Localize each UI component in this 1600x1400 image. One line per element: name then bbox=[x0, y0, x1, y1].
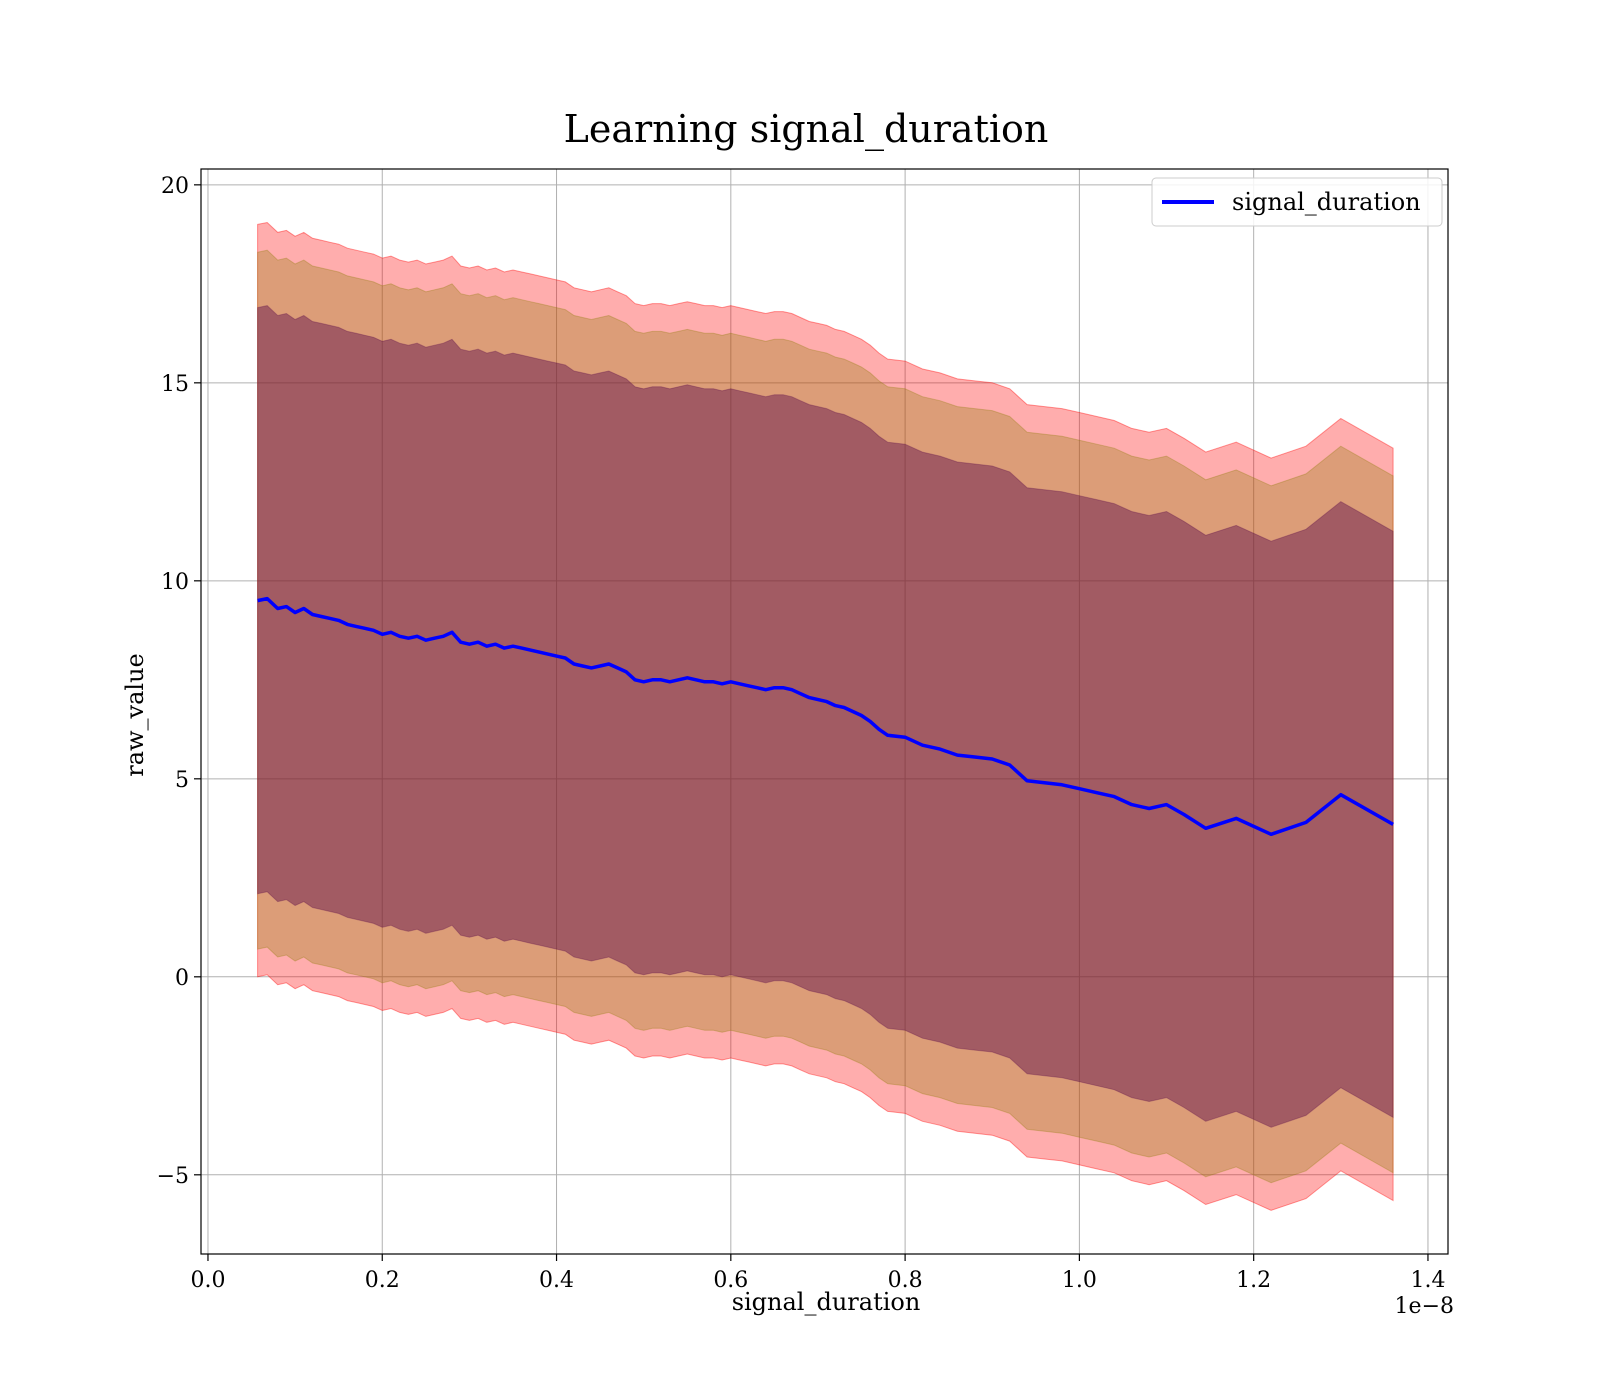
y-tick-label: 10 bbox=[161, 570, 189, 595]
series-layer bbox=[257, 596, 1394, 837]
band-inner bbox=[257, 305, 1394, 1128]
x-tick-label: 0.2 bbox=[365, 1268, 400, 1293]
x-axis-ticks: 0.0 0.2 0.4 0.6 0.8 1.0 1.2 1.4 bbox=[190, 1254, 1445, 1293]
x-axis-offset-text: 1e−8 bbox=[1395, 1294, 1454, 1319]
band-outer bbox=[257, 221, 1394, 1211]
band-middle bbox=[257, 249, 1394, 1184]
legend-box bbox=[1151, 177, 1443, 227]
y-axis-ticks: −5 0 5 10 15 20 bbox=[157, 174, 201, 1189]
grid bbox=[201, 169, 1448, 1254]
legend-entry-signal-duration: signal_duration bbox=[1232, 188, 1421, 216]
x-tick-label: 0.4 bbox=[539, 1268, 574, 1293]
x-tick-label: 0.6 bbox=[713, 1268, 748, 1293]
confidence-bands bbox=[257, 221, 1394, 1211]
y-tick-label: 5 bbox=[175, 768, 189, 793]
x-tick-label: 1.4 bbox=[1410, 1268, 1445, 1293]
series-line-signal-duration bbox=[257, 596, 1394, 837]
legend: signal_duration bbox=[1151, 177, 1443, 227]
y-tick-label: 0 bbox=[175, 966, 189, 991]
x-tick-label: 0.8 bbox=[888, 1268, 923, 1293]
y-axis-label: raw_value bbox=[121, 653, 149, 777]
y-tick-label: 15 bbox=[161, 372, 189, 397]
chart-title: Learning signal_duration bbox=[564, 107, 1049, 152]
plot-frame bbox=[200, 168, 1449, 1255]
x-tick-label: 0.0 bbox=[190, 1268, 225, 1293]
y-tick-label: −5 bbox=[157, 1164, 189, 1189]
x-tick-label: 1.0 bbox=[1062, 1268, 1097, 1293]
x-tick-label: 1.2 bbox=[1236, 1268, 1271, 1293]
y-tick-label: 20 bbox=[161, 174, 189, 199]
x-axis-label: signal_duration bbox=[732, 1288, 921, 1316]
